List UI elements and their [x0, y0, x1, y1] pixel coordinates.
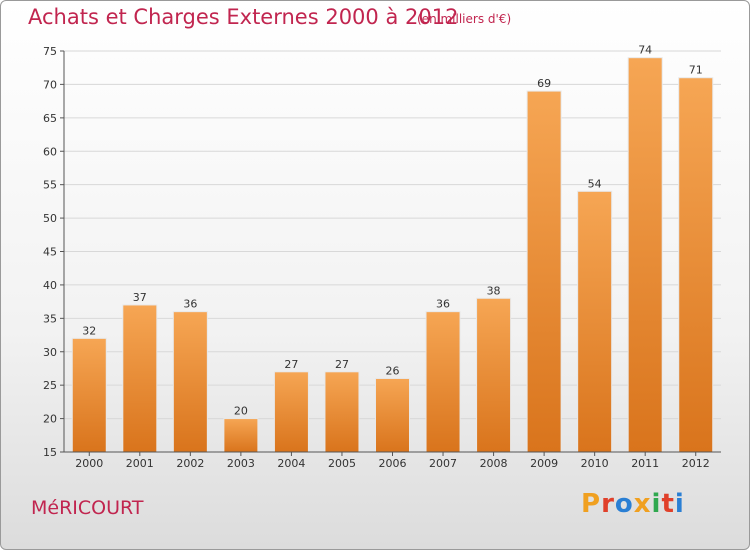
y-tick-label: 50 — [43, 212, 57, 225]
data-label: 37 — [133, 291, 147, 304]
y-tick-label: 30 — [43, 346, 57, 359]
data-label: 71 — [689, 64, 703, 77]
logo-letter: i — [651, 489, 662, 519]
bar — [172, 311, 208, 453]
data-label: 69 — [537, 77, 551, 90]
x-tick-label: 2011 — [631, 457, 659, 470]
bar — [273, 371, 309, 453]
data-label: 38 — [487, 284, 501, 297]
y-tick-label: 55 — [43, 179, 57, 192]
y-tick-label: 20 — [43, 413, 57, 426]
bar — [71, 337, 107, 453]
logo-letter: o — [614, 489, 634, 519]
x-tick-label: 2000 — [75, 457, 103, 470]
x-tick-label: 2009 — [530, 457, 558, 470]
y-tick-label: 45 — [43, 246, 57, 259]
data-label: 26 — [386, 364, 400, 377]
x-tick-label: 2004 — [277, 457, 305, 470]
logo-letter: t — [661, 489, 675, 519]
y-tick-label: 65 — [43, 112, 57, 125]
data-label: 27 — [335, 358, 349, 371]
bar — [577, 190, 613, 453]
x-tick-label: 2002 — [176, 457, 204, 470]
bar — [223, 418, 259, 453]
data-label: 74 — [638, 44, 652, 57]
y-tick-label: 70 — [43, 78, 57, 91]
x-tick-label: 2012 — [682, 457, 710, 470]
bar — [526, 90, 562, 453]
logo-letter: r — [601, 489, 615, 519]
chart-title: Achats et Charges Externes 2000 à 2012 — [28, 5, 459, 29]
y-tick-label: 60 — [43, 145, 57, 158]
bar — [324, 371, 360, 453]
y-axis: 15 20 25 30 35 40 45 50 55 60 65 70 75 — [43, 45, 65, 459]
x-tick-label: 2003 — [227, 457, 255, 470]
data-label: 27 — [284, 358, 298, 371]
chart-subtitle: (en milliers d'€) — [417, 12, 512, 26]
data-label: 32 — [82, 324, 96, 337]
x-tick-label: 2008 — [480, 457, 508, 470]
data-label: 36 — [436, 298, 450, 311]
x-tick-label: 2007 — [429, 457, 457, 470]
logo-letter: P — [581, 489, 602, 519]
y-tick-label: 75 — [43, 45, 57, 58]
location-label: MéRICOURT — [31, 497, 144, 519]
logo-letter: i — [674, 489, 685, 519]
bar — [122, 304, 158, 453]
x-tick-label: 2010 — [581, 457, 609, 470]
data-label: 36 — [183, 298, 197, 311]
bar — [375, 377, 410, 453]
x-tick-label: 2006 — [379, 457, 407, 470]
y-tick-label: 15 — [43, 446, 57, 459]
bar — [476, 297, 512, 453]
bar — [678, 77, 714, 453]
y-tick-label: 40 — [43, 279, 57, 292]
x-axis: 2000 2001 2002 2003 2004 2005 2006 2007 2008 2009… — [64, 451, 721, 470]
bar — [627, 57, 663, 453]
y-tick-label: 25 — [43, 379, 57, 392]
data-label: 54 — [588, 177, 602, 190]
bars: 32 37 36 20 27 27 26 36 38 69 54 74 71 — [71, 44, 714, 453]
logo-letter: x — [633, 489, 652, 519]
x-tick-label: 2005 — [328, 457, 356, 470]
x-tick-label: 2001 — [126, 457, 154, 470]
proxiti-logo: Proxiti — [581, 489, 685, 519]
y-tick-label: 35 — [43, 312, 57, 325]
bar — [425, 311, 461, 453]
data-label: 20 — [234, 405, 248, 418]
